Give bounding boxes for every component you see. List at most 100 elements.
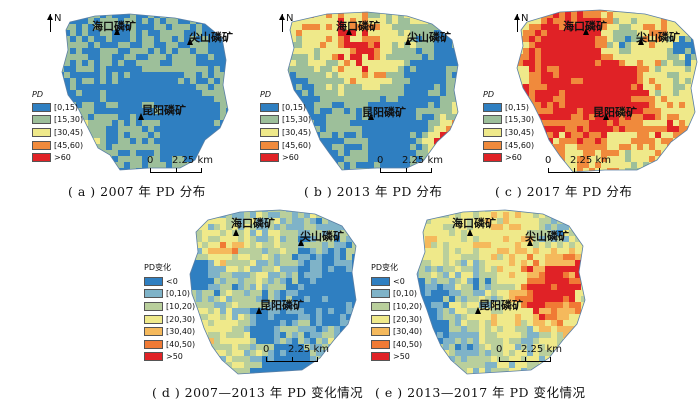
region-outline [416, 209, 586, 375]
legend-swatch [260, 115, 279, 125]
pd-change-map-2007-2013 [189, 209, 357, 375]
legend-item: [10,20) [144, 300, 195, 313]
caption: ( b ) 2013 年 PD 分布 [304, 184, 443, 199]
legend-item: [0,15) [260, 101, 311, 114]
place-label-kunyang: 昆阳磷矿 [362, 106, 406, 119]
legend-title: PD [32, 90, 43, 99]
legend-swatch [32, 140, 51, 150]
place-label-jianshan: 尖山磷矿 [189, 31, 233, 44]
mine-marker-jianshan [187, 38, 193, 45]
panel-change-2007-2013: PD变化 <0 [0,10) [10,20) [20,30) [30,40) [40,50… [120, 200, 364, 401]
legend-swatch [32, 153, 51, 163]
place-label-jianshan: 尖山磷矿 [300, 230, 344, 243]
region-outline [189, 209, 357, 375]
legend-label: [15,30) [54, 115, 84, 125]
caption: ( a ) 2007 年 PD 分布 [68, 184, 206, 199]
mine-marker-kunyang [138, 113, 144, 120]
legend-title: PD [483, 90, 494, 99]
legend-swatch [260, 127, 279, 137]
legend-item: [0,15) [32, 101, 83, 114]
legend-label: [45,60) [282, 140, 312, 150]
legend-label: <0 [393, 276, 405, 286]
legend-label: [0,10) [393, 289, 418, 299]
caption: ( d ) 2007—2013 年 PD 变化情况 [152, 385, 364, 400]
legend-item: >60 [483, 151, 534, 164]
legend-label: [0,15) [282, 102, 307, 112]
legend-label: [0,10) [166, 289, 191, 299]
legend-item: [40,50) [371, 338, 422, 351]
legend-swatch [371, 339, 390, 349]
legend-label: [30,40) [393, 327, 423, 337]
legend-item: [15,30) [32, 114, 83, 127]
place-label-kunyang: 昆阳磷矿 [142, 104, 186, 117]
mine-marker-haikou [233, 229, 239, 236]
legend-item: >60 [32, 151, 83, 164]
mine-marker-kunyang [368, 113, 374, 120]
pd-map-2017 [516, 9, 698, 173]
mine-marker-haikou [467, 229, 473, 236]
legend-label: [40,50) [166, 339, 196, 349]
legend-swatch [371, 289, 390, 299]
caption: ( c ) 2017 年 PD 分布 [495, 184, 633, 199]
panel-2013: N PD [0,15) [15,30) [30,45) [45,60) >60 海口磷矿… [232, 0, 467, 200]
place-label-haikou: 海口磷矿 [563, 20, 607, 33]
legend-swatch [483, 140, 502, 150]
place-label-kunyang: 昆阳磷矿 [593, 106, 637, 119]
mine-marker-kunyang [256, 307, 262, 314]
legend-swatch [144, 301, 163, 311]
mine-marker-haikou [114, 28, 120, 35]
place-label-haikou: 海口磷矿 [231, 217, 275, 230]
legend-item: [20,30) [144, 313, 195, 326]
legend-item: [10,20) [371, 300, 422, 313]
legend-item: [0,10) [144, 288, 195, 301]
legend-swatch [144, 352, 163, 362]
legend-label: [10,20) [393, 301, 423, 311]
legend-swatch [483, 102, 502, 112]
legend-swatch [371, 327, 390, 337]
legend-item: >60 [260, 151, 311, 164]
legend-item: [45,60) [483, 139, 534, 152]
mine-marker-jianshan [298, 239, 304, 246]
place-label-haikou: 海口磷矿 [452, 217, 496, 230]
legend-label: [20,30) [166, 314, 196, 324]
legend-label: >50 [393, 352, 410, 362]
legend-title: PD变化 [371, 263, 398, 272]
mine-marker-jianshan [527, 239, 533, 246]
region-outline [287, 11, 459, 171]
legend-label: [15,30) [505, 115, 535, 125]
legend-item: [15,30) [483, 114, 534, 127]
legend-item: [45,60) [32, 139, 83, 152]
legend-item: [45,60) [260, 139, 311, 152]
legend-label: [30,45) [282, 127, 312, 137]
legend-swatch [371, 301, 390, 311]
mine-marker-haikou [346, 28, 352, 35]
legend-title: PD [260, 90, 271, 99]
legend: PD [0,15) [15,30) [30,45) [45,60) >60 [260, 90, 311, 164]
mine-marker-jianshan [405, 38, 411, 45]
legend-label: [45,60) [54, 140, 84, 150]
legend-item: >50 [144, 351, 195, 364]
legend-item: [30,45) [260, 126, 311, 139]
legend-label: [30,45) [54, 127, 84, 137]
legend-label: >60 [505, 153, 522, 163]
legend-swatch [371, 314, 390, 324]
legend-swatch [144, 314, 163, 324]
mine-marker-kunyang [475, 307, 481, 314]
legend-swatch [144, 339, 163, 349]
legend: PD变化 <0 [0,10) [10,20) [20,30) [30,40) [40,50… [371, 262, 422, 363]
legend-swatch [483, 153, 502, 163]
legend-swatch [144, 327, 163, 337]
pd-map-2013 [287, 11, 459, 171]
legend-item: [0,15) [483, 101, 534, 114]
legend-item: <0 [371, 275, 422, 288]
place-label-jianshan: 尖山磷矿 [636, 31, 680, 44]
mine-marker-kunyang [603, 113, 609, 120]
pd-change-map-2013-2017 [416, 209, 586, 375]
legend-label: [0,15) [54, 102, 79, 112]
place-label-haikou: 海口磷矿 [92, 20, 136, 33]
legend-title: PD变化 [144, 263, 171, 272]
legend-label: [30,45) [505, 127, 535, 137]
legend-item: [30,45) [483, 126, 534, 139]
panel-change-2013-2017: PD变化 <0 [0,10) [10,20) [20,30) [30,40) [40,50… [355, 200, 595, 401]
legend-label: >60 [54, 153, 71, 163]
